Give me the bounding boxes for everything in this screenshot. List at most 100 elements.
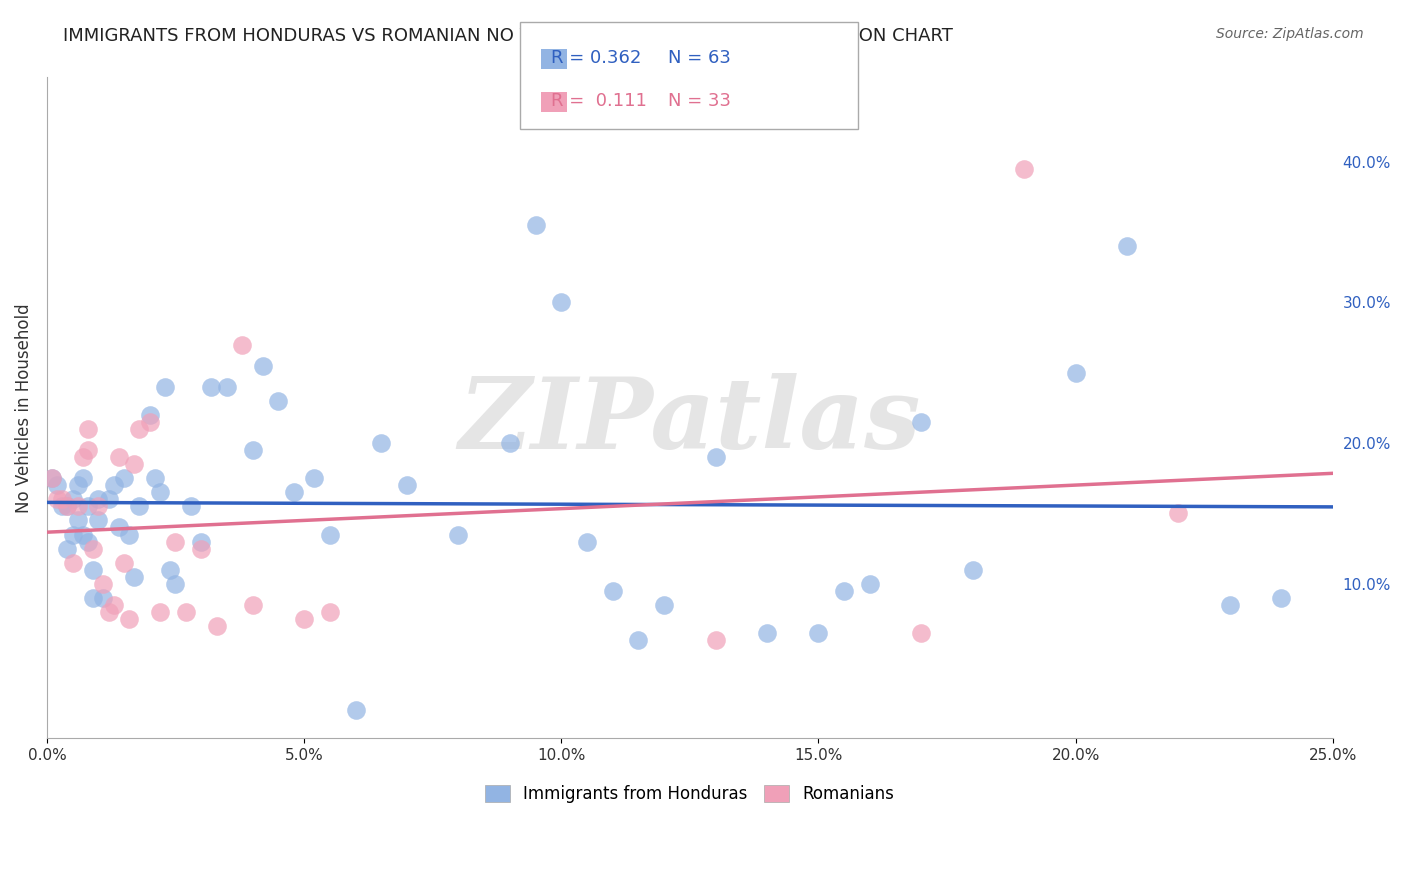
Point	[66, 500, 89, 514]
Point	[447, 527, 470, 541]
Point	[128, 500, 150, 514]
Point	[108, 450, 131, 465]
Point	[97, 492, 120, 507]
Point	[756, 626, 779, 640]
Point	[652, 598, 675, 612]
Point	[242, 598, 264, 612]
Point	[304, 471, 326, 485]
Point	[87, 492, 110, 507]
Text: IMMIGRANTS FROM HONDURAS VS ROMANIAN NO VEHICLES IN HOUSEHOLD CORRELATION CHART: IMMIGRANTS FROM HONDURAS VS ROMANIAN NO …	[63, 27, 953, 45]
Point	[1167, 507, 1189, 521]
Point	[602, 583, 624, 598]
Text: N = 33: N = 33	[668, 92, 731, 110]
Point	[319, 605, 342, 619]
Point	[41, 471, 63, 485]
Text: R =  0.111: R = 0.111	[551, 92, 647, 110]
Point	[165, 576, 187, 591]
Y-axis label: No Vehicles in Household: No Vehicles in Household	[15, 303, 32, 513]
Point	[97, 605, 120, 619]
Point	[139, 408, 162, 422]
Point	[66, 478, 89, 492]
Point	[149, 605, 172, 619]
Point	[77, 443, 100, 458]
Point	[72, 527, 94, 541]
Point	[103, 478, 125, 492]
Point	[56, 500, 79, 514]
Point	[62, 492, 84, 507]
Point	[859, 576, 882, 591]
Point	[46, 492, 69, 507]
Point	[82, 563, 104, 577]
Point	[1116, 239, 1139, 253]
Point	[370, 436, 392, 450]
Point	[143, 471, 166, 485]
Point	[910, 415, 932, 429]
Point	[499, 436, 522, 450]
Point	[1064, 366, 1087, 380]
Point	[231, 337, 253, 351]
Point	[103, 598, 125, 612]
Point	[51, 500, 73, 514]
Point	[319, 527, 342, 541]
Point	[124, 570, 146, 584]
Point	[1219, 598, 1241, 612]
Point	[108, 520, 131, 534]
Point	[93, 591, 115, 605]
Point	[62, 527, 84, 541]
Point	[124, 457, 146, 471]
Point	[165, 534, 187, 549]
Point	[62, 556, 84, 570]
Point	[1012, 161, 1035, 176]
Point	[72, 450, 94, 465]
Point	[200, 380, 222, 394]
Point	[252, 359, 274, 373]
Point	[72, 471, 94, 485]
Point	[704, 450, 727, 465]
Point	[704, 632, 727, 647]
Point	[93, 576, 115, 591]
Point	[118, 527, 141, 541]
Point	[910, 626, 932, 640]
Point	[159, 563, 181, 577]
Point	[77, 534, 100, 549]
Point	[46, 478, 69, 492]
Point	[550, 295, 572, 310]
Point	[1270, 591, 1292, 605]
Point	[395, 478, 418, 492]
Point	[77, 422, 100, 436]
Point	[215, 380, 238, 394]
Point	[66, 513, 89, 527]
Point	[51, 492, 73, 507]
Point	[205, 619, 228, 633]
Point	[82, 591, 104, 605]
Text: ZIPatlas: ZIPatlas	[458, 373, 921, 469]
Point	[575, 534, 598, 549]
Point	[242, 443, 264, 458]
Point	[41, 471, 63, 485]
Point	[190, 541, 212, 556]
Text: N = 63: N = 63	[668, 49, 731, 67]
Point	[128, 422, 150, 436]
Point	[267, 393, 290, 408]
Point	[112, 556, 135, 570]
Point	[190, 534, 212, 549]
Point	[524, 218, 547, 232]
Point	[87, 500, 110, 514]
Point	[292, 612, 315, 626]
Point	[82, 541, 104, 556]
Point	[77, 500, 100, 514]
Point	[180, 500, 202, 514]
Point	[807, 626, 830, 640]
Point	[627, 632, 650, 647]
Point	[832, 583, 855, 598]
Point	[962, 563, 984, 577]
Point	[56, 541, 79, 556]
Point	[87, 513, 110, 527]
Point	[149, 485, 172, 500]
Legend: Immigrants from Honduras, Romanians: Immigrants from Honduras, Romanians	[485, 785, 894, 803]
Text: Source: ZipAtlas.com: Source: ZipAtlas.com	[1216, 27, 1364, 41]
Point	[112, 471, 135, 485]
Point	[174, 605, 197, 619]
Point	[118, 612, 141, 626]
Point	[153, 380, 176, 394]
